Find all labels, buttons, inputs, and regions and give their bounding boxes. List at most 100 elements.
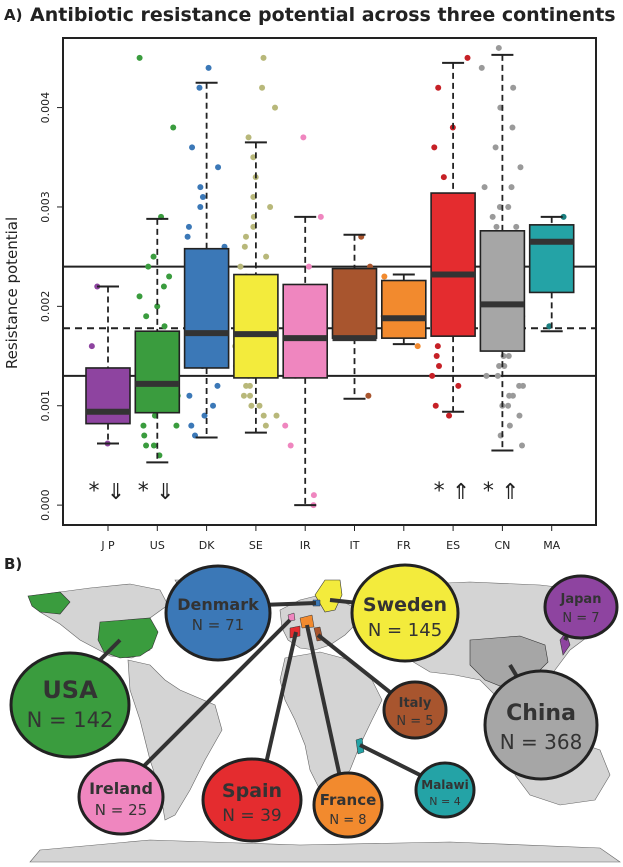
significance-star: * bbox=[89, 479, 100, 504]
alaska-shape bbox=[27, 591, 71, 615]
data-point bbox=[136, 293, 143, 300]
y-axis-label: Resistance potential bbox=[3, 217, 21, 369]
data-point bbox=[145, 263, 152, 270]
data-point bbox=[185, 223, 192, 230]
arrow-up-icon: ⇑ bbox=[452, 480, 470, 505]
data-point bbox=[481, 184, 488, 191]
bubble-name-france: France bbox=[320, 791, 377, 809]
box-ir bbox=[282, 283, 329, 379]
data-point bbox=[197, 184, 204, 191]
data-point bbox=[505, 402, 512, 409]
x-tick-label: ES bbox=[446, 539, 460, 552]
bubble-italy: Italy N = 5 bbox=[382, 680, 448, 740]
bubble-ireland: Ireland N = 25 bbox=[77, 758, 165, 836]
data-point bbox=[433, 353, 440, 360]
data-point bbox=[140, 422, 147, 429]
data-point bbox=[250, 154, 257, 161]
data-point bbox=[505, 353, 512, 360]
x-tick-label: IR bbox=[300, 539, 311, 552]
box-jp bbox=[85, 367, 131, 425]
box-fr bbox=[380, 279, 427, 339]
data-point bbox=[215, 164, 222, 171]
data-point bbox=[496, 362, 503, 369]
box-plots bbox=[85, 53, 575, 507]
data-point bbox=[414, 343, 421, 350]
data-point bbox=[210, 402, 217, 409]
data-point bbox=[189, 144, 196, 151]
data-point bbox=[214, 382, 221, 389]
data-point bbox=[241, 243, 248, 250]
significance-star: * bbox=[483, 479, 494, 504]
chart-title: Antibiotic resistance potential across t… bbox=[30, 4, 616, 26]
data-point bbox=[161, 323, 168, 330]
data-point bbox=[464, 54, 471, 61]
data-point bbox=[267, 203, 274, 210]
data-point bbox=[143, 313, 150, 320]
data-point bbox=[560, 213, 567, 220]
x-tick-label: DK bbox=[199, 539, 215, 552]
data-point bbox=[240, 392, 247, 399]
data-point bbox=[492, 144, 499, 151]
data-point bbox=[305, 263, 312, 270]
data-point bbox=[245, 134, 252, 141]
data-point bbox=[188, 422, 195, 429]
data-point bbox=[150, 253, 157, 260]
y-tick-label: 0.001 bbox=[39, 390, 52, 422]
data-point bbox=[173, 422, 180, 429]
data-point bbox=[287, 442, 294, 449]
data-point bbox=[273, 412, 280, 419]
arrow-up-icon: ⇑ bbox=[501, 480, 519, 505]
significance-markers: * ⇓ * ⇓ * ⇑ * ⇑ bbox=[89, 479, 520, 505]
bubble-name-sweden: Sweden bbox=[363, 594, 447, 616]
data-point bbox=[154, 303, 161, 310]
data-point bbox=[88, 343, 95, 350]
y-tick-label: 0.003 bbox=[39, 191, 52, 223]
x-tick-label: MA bbox=[543, 539, 560, 552]
data-point bbox=[434, 343, 441, 350]
data-point bbox=[495, 44, 502, 51]
x-tick-label: US bbox=[150, 539, 165, 552]
data-point bbox=[272, 104, 279, 111]
x-tick-label: IT bbox=[350, 539, 360, 552]
data-point bbox=[197, 203, 204, 210]
x-axis: J P US DK SE IR IT FR ES CN MA bbox=[100, 525, 561, 552]
data-point bbox=[509, 124, 516, 131]
bubble-malawi: Malawi N = 4 bbox=[414, 761, 476, 819]
bubble-n-france: N = 8 bbox=[329, 813, 366, 828]
data-point bbox=[381, 273, 388, 280]
bubble-spain: Spain N = 39 bbox=[201, 757, 303, 843]
data-point bbox=[500, 353, 507, 360]
bubble-n-japan: N = 7 bbox=[562, 611, 599, 626]
data-point bbox=[435, 84, 442, 91]
data-point bbox=[446, 412, 453, 419]
data-point bbox=[248, 402, 255, 409]
bubble-name-spain: Spain bbox=[222, 780, 282, 802]
data-point bbox=[300, 134, 307, 141]
data-point bbox=[432, 402, 439, 409]
bubble-name-ireland: Ireland bbox=[89, 779, 153, 798]
data-point bbox=[508, 184, 515, 191]
bubble-name-italy: Italy bbox=[399, 696, 432, 711]
bubble-name-china: China bbox=[506, 701, 576, 726]
data-point bbox=[431, 144, 438, 151]
data-point bbox=[494, 372, 501, 379]
bubble-n-usa: N = 142 bbox=[27, 708, 114, 732]
data-point bbox=[282, 422, 289, 429]
box-se bbox=[233, 273, 279, 379]
bubble-china: China N = 368 bbox=[483, 669, 599, 781]
bubble-name-denmark: Denmark bbox=[177, 595, 259, 614]
data-point bbox=[496, 203, 503, 210]
data-point bbox=[506, 422, 513, 429]
data-point bbox=[150, 442, 157, 449]
bubble-n-denmark: N = 71 bbox=[192, 616, 244, 634]
data-point bbox=[141, 432, 148, 439]
box-us bbox=[134, 330, 181, 414]
significance-star: * bbox=[434, 479, 445, 504]
data-point bbox=[478, 64, 485, 71]
data-point bbox=[317, 213, 324, 220]
panel-b-label: B) bbox=[4, 555, 22, 573]
bubble-n-sweden: N = 145 bbox=[368, 620, 442, 641]
box-ma bbox=[528, 224, 575, 294]
significance-star: * bbox=[138, 479, 149, 504]
